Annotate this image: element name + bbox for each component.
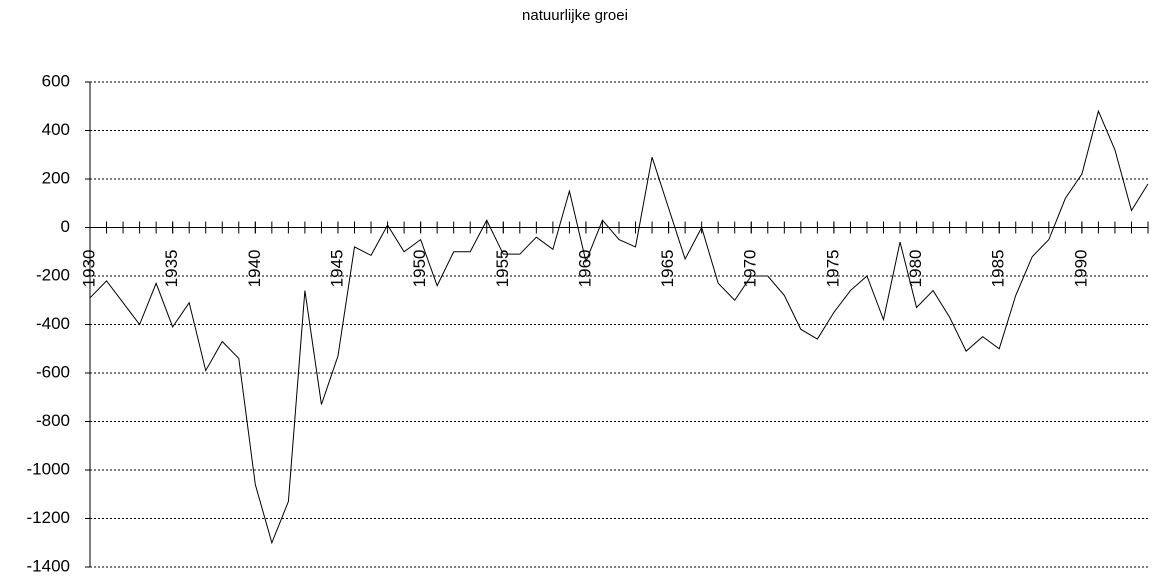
y-tick-label: 400: [42, 120, 70, 139]
y-tick-label: 0: [61, 217, 70, 236]
x-tick-label: 1975: [823, 250, 842, 288]
y-tick-label: -1000: [27, 459, 70, 478]
y-tick-label: -200: [36, 265, 70, 284]
y-tick-label: 200: [42, 168, 70, 187]
x-tick-label: 1935: [162, 250, 181, 288]
x-tick-label: 1930: [79, 250, 98, 288]
y-tick-label: -400: [36, 314, 70, 333]
y-tick-label: -1200: [27, 508, 70, 527]
y-tick-label: -600: [36, 362, 70, 381]
x-tick-label: 1980: [906, 250, 925, 288]
y-tick-label: -1400: [27, 556, 70, 575]
x-tick-label: 1940: [245, 250, 264, 288]
y-tick-label: 600: [42, 71, 70, 90]
x-tick-label: 1945: [327, 250, 346, 288]
x-tick-label: 1950: [410, 250, 429, 288]
x-tick-label: 1960: [575, 250, 594, 288]
x-tick-label: 1990: [1071, 250, 1090, 288]
x-tick-label: 1970: [741, 250, 760, 288]
data-line: [89, 109, 1149, 545]
x-tick-label: 1955: [493, 250, 512, 288]
chart-title: natuurlijke groei: [522, 7, 628, 24]
y-tick-label: -800: [36, 411, 70, 430]
x-tick-label: 1985: [989, 250, 1008, 288]
x-tick-label: 1965: [658, 250, 677, 288]
